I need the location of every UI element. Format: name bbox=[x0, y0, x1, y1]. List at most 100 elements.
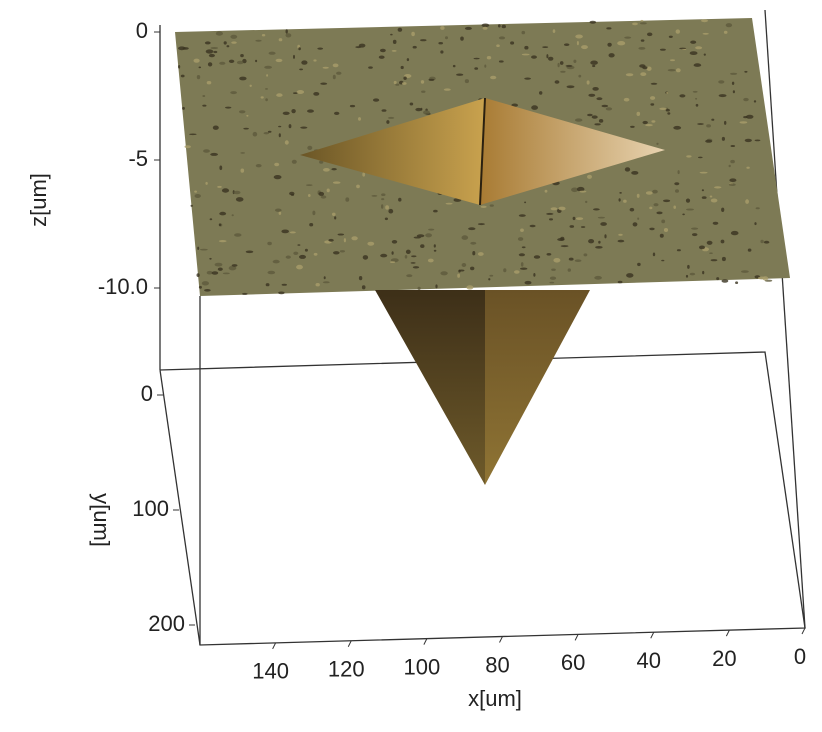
texture-dot bbox=[754, 139, 761, 142]
x-tick bbox=[423, 638, 428, 645]
texture-dot bbox=[686, 208, 694, 211]
x-axis-label: x[um] bbox=[468, 686, 522, 711]
texture-dot bbox=[405, 249, 411, 254]
texture-dot bbox=[266, 74, 269, 77]
texture-dot bbox=[489, 204, 494, 207]
texture-dot bbox=[585, 200, 588, 204]
texture-dot bbox=[323, 168, 330, 172]
texture-dot bbox=[649, 206, 653, 210]
texture-dot bbox=[552, 29, 556, 33]
texture-dot bbox=[699, 245, 705, 250]
texture-dot bbox=[276, 93, 283, 97]
texture-dot bbox=[596, 97, 603, 101]
z-tick-label: -5 bbox=[128, 146, 148, 171]
texture-dot bbox=[632, 222, 638, 227]
texture-dot bbox=[721, 256, 726, 262]
texture-dot bbox=[267, 270, 276, 275]
texture-dot bbox=[210, 47, 219, 49]
texture-dot bbox=[380, 253, 388, 258]
texture-dot bbox=[702, 270, 705, 275]
texture-dot bbox=[575, 118, 583, 122]
texture-dot bbox=[618, 198, 621, 202]
texture-dot bbox=[317, 47, 324, 50]
texture-dot bbox=[546, 253, 552, 256]
x-tick-label: 20 bbox=[712, 646, 736, 671]
texture-dot bbox=[411, 31, 415, 37]
texture-dot bbox=[234, 233, 242, 237]
texture-dot bbox=[332, 74, 336, 80]
texture-dot bbox=[312, 210, 316, 216]
texture-dot bbox=[685, 274, 689, 278]
texture-dot bbox=[670, 59, 675, 62]
texture-dot bbox=[557, 238, 565, 241]
texture-dot bbox=[617, 239, 625, 243]
texture-dot bbox=[218, 223, 222, 227]
x-tick-label: 100 bbox=[404, 654, 441, 679]
texture-dot bbox=[721, 136, 726, 141]
texture-dot bbox=[313, 92, 320, 96]
texture-dot bbox=[214, 262, 223, 267]
texture-dot bbox=[667, 112, 671, 115]
texture-dot bbox=[361, 285, 366, 290]
texture-dot bbox=[190, 204, 193, 207]
texture-dot bbox=[322, 66, 329, 69]
texture-dot bbox=[470, 241, 477, 245]
texture-dot bbox=[636, 111, 641, 116]
texture-dot bbox=[390, 258, 399, 263]
texture-dot bbox=[663, 199, 671, 203]
texture-dot bbox=[579, 190, 587, 193]
x-tick bbox=[347, 640, 352, 647]
texture-dot bbox=[551, 268, 556, 271]
texture-dot bbox=[319, 160, 324, 164]
texture-dot bbox=[741, 270, 749, 273]
texture-dot bbox=[367, 241, 375, 246]
texture-dot bbox=[575, 217, 584, 221]
texture-dot bbox=[231, 264, 238, 267]
texture-dot bbox=[653, 203, 659, 207]
texture-dot bbox=[300, 126, 308, 129]
texture-dot bbox=[278, 133, 281, 138]
texture-dot bbox=[693, 63, 702, 67]
texture-dot bbox=[332, 63, 339, 68]
texture-dot bbox=[546, 212, 554, 215]
texture-dot bbox=[484, 64, 487, 68]
texture-dot bbox=[542, 46, 549, 48]
texture-dot bbox=[282, 111, 290, 116]
texture-dot bbox=[498, 24, 501, 28]
texture-dot bbox=[362, 172, 366, 177]
tip-face bbox=[485, 290, 590, 485]
texture-dot bbox=[337, 233, 345, 236]
texture-dot bbox=[697, 123, 704, 125]
texture-dot bbox=[486, 56, 492, 60]
texture-dot bbox=[659, 107, 667, 111]
texture-dot bbox=[695, 103, 699, 107]
texture-dot bbox=[278, 38, 283, 42]
texture-dot bbox=[679, 94, 686, 98]
texture-dot bbox=[651, 120, 656, 123]
texture-dot bbox=[261, 34, 266, 37]
texture-dot bbox=[231, 214, 234, 217]
texture-dot bbox=[275, 208, 282, 212]
texture-dot bbox=[546, 54, 549, 59]
texture-dot bbox=[410, 262, 416, 264]
texture-dot bbox=[470, 266, 475, 271]
texture-dot bbox=[629, 207, 635, 212]
texture-dot bbox=[489, 274, 494, 277]
texture-dot bbox=[575, 34, 583, 39]
texture-dot bbox=[656, 142, 659, 145]
texture-dot bbox=[569, 225, 575, 228]
texture-dot bbox=[255, 39, 262, 42]
texture-dot bbox=[274, 162, 280, 167]
texture-dot bbox=[625, 73, 634, 77]
texture-dot bbox=[642, 120, 648, 125]
texture-dot bbox=[226, 45, 230, 48]
texture-dot bbox=[204, 41, 211, 45]
texture-dot bbox=[339, 250, 345, 253]
texture-dot bbox=[496, 44, 500, 47]
texture-dot bbox=[313, 252, 318, 256]
texture-dot bbox=[581, 45, 588, 50]
texture-dot bbox=[725, 23, 733, 28]
texture-dot bbox=[705, 139, 713, 143]
texture-dot bbox=[520, 267, 528, 270]
texture-dot bbox=[517, 237, 524, 241]
